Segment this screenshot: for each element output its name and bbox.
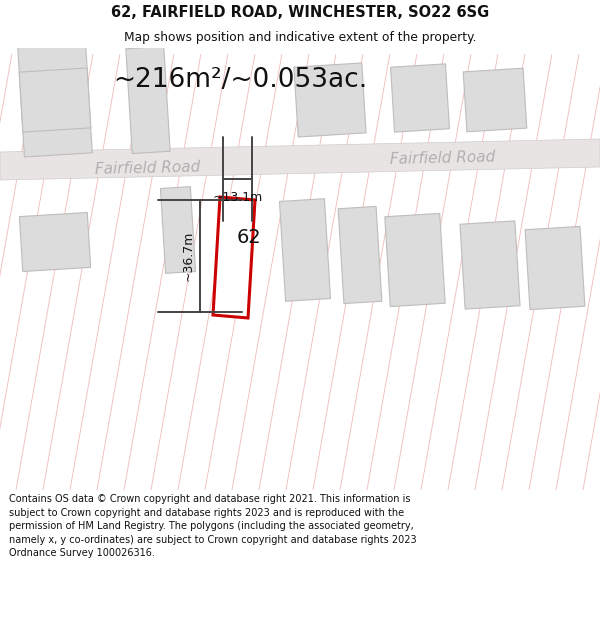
Polygon shape	[460, 221, 520, 309]
Text: 62, FAIRFIELD ROAD, WINCHESTER, SO22 6SG: 62, FAIRFIELD ROAD, WINCHESTER, SO22 6SG	[111, 6, 489, 21]
Polygon shape	[385, 213, 445, 307]
Polygon shape	[338, 206, 382, 304]
Polygon shape	[280, 199, 331, 301]
Text: ~216m²/~0.053ac.: ~216m²/~0.053ac.	[113, 67, 367, 93]
Text: Fairfield Road: Fairfield Road	[390, 149, 496, 167]
Text: ~36.7m: ~36.7m	[182, 231, 194, 281]
Text: Map shows position and indicative extent of the property.: Map shows position and indicative extent…	[124, 31, 476, 44]
Polygon shape	[213, 197, 255, 318]
Polygon shape	[126, 46, 170, 154]
Polygon shape	[463, 68, 527, 132]
Text: Fairfield Road: Fairfield Road	[95, 159, 200, 177]
Polygon shape	[160, 187, 196, 273]
Polygon shape	[0, 139, 600, 180]
Polygon shape	[525, 226, 585, 309]
Polygon shape	[19, 213, 91, 271]
Text: ~13.1m: ~13.1m	[212, 191, 263, 204]
Text: 62: 62	[236, 228, 262, 247]
Text: Contains OS data © Crown copyright and database right 2021. This information is
: Contains OS data © Crown copyright and d…	[9, 494, 416, 559]
Polygon shape	[294, 63, 366, 137]
Polygon shape	[18, 43, 92, 157]
Polygon shape	[19, 68, 91, 132]
Polygon shape	[391, 64, 449, 132]
